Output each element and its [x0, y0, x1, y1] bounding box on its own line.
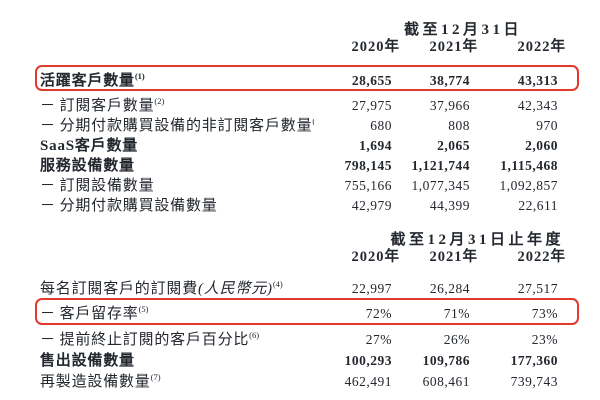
value-2020年: 798,145 [344, 158, 392, 173]
value-2021年: 38,774 [429, 73, 470, 88]
row-label: 再製造設備數量(7) [40, 372, 161, 390]
period-header-row: 截至12月31日止年度 [40, 228, 588, 248]
value-2020年: 755,166 [344, 178, 392, 193]
value-2021年: 808 [448, 118, 470, 133]
table-row: 服務設備數量 798,145 1,121,744 1,115,468 [40, 154, 588, 174]
row-label: 每名訂閱客戶的訂閱費(人民幣元)(4) [40, 279, 283, 297]
value-2021年: 44,399 [429, 198, 470, 213]
financial-metrics-page: 截至12月31日 2020年 2021年 2022年 活躍客戶數量(1) 28,6… [35, 18, 588, 391]
value-2021年: 608,461 [422, 374, 470, 389]
value-2020年: 100,293 [344, 353, 392, 368]
table-row: － 訂閱設備數量 755,166 1,077,345 1,092,857 [40, 174, 588, 194]
table-row: 再製造設備數量(7) 462,491 608,461 739,743 [40, 370, 588, 391]
table-row: － 分期付款購買設備的非訂閱客戶數量(3) 680 808 970 [40, 114, 588, 134]
year-header-2020: 2020年 [351, 249, 400, 265]
table-rows: 每名訂閱客戶的訂閱費(人民幣元)(4) 22,997 26,284 27,517 － 客… [35, 277, 588, 391]
value-2021年: 1,121,744 [411, 158, 470, 173]
value-2022年: 970 [536, 118, 558, 133]
period-header: 截至12月31日 [403, 22, 522, 38]
value-2021年: 2,065 [437, 138, 470, 153]
row-label: － 訂閱設備數量 [40, 178, 155, 194]
table-row: SaaS客戶數量 1,694 2,065 2,060 [40, 134, 588, 154]
dash-prefix: － [40, 118, 56, 134]
period-header-row: 截至12月31日 [40, 18, 588, 38]
value-2021年: 26,284 [429, 281, 470, 296]
footnote-marker: (2) [154, 96, 165, 106]
value-2022年: 22,611 [518, 198, 558, 213]
year-header-2020: 2020年 [351, 39, 400, 55]
value-2022年: 73% [531, 306, 558, 321]
dash-prefix: － [40, 306, 56, 322]
footnote-marker: (7) [150, 372, 161, 382]
row-label: － 分期付款購買設備數量 [40, 198, 218, 214]
table-rows: 活躍客戶數量(1) 28,655 38,774 43,313 － 訂閱客戶數量(2) 27… [35, 65, 588, 214]
year-header-row: 2020年 2021年 2022年 [40, 35, 588, 56]
dash-prefix: － [40, 332, 56, 348]
value-2021年: 109,786 [422, 353, 470, 368]
dash-prefix: － [40, 178, 56, 194]
table-row: 每名訂閱客戶的訂閱費(人民幣元)(4) 22,997 26,284 27,517 [40, 277, 588, 298]
footnote-marker: (3) [312, 116, 314, 126]
footnote-marker: (4) [272, 279, 283, 289]
value-2020年: 27,975 [351, 98, 392, 113]
row-label: － 訂閱客戶數量(2) [40, 96, 165, 114]
year-header-2022: 2022年 [517, 249, 566, 265]
table-row: － 訂閱客戶數量(2) 27,975 37,966 42,343 [40, 94, 588, 114]
period-header: 截至12月31日止年度 [390, 232, 564, 248]
table-row: 售出設備數量 100,293 109,786 177,360 [40, 349, 588, 370]
row-label: － 客戶留存率(5) [40, 304, 149, 322]
value-2022年: 42,343 [517, 98, 558, 113]
footnote-marker: (5) [138, 304, 149, 314]
table-row: － 提前終止訂閱的客戶百分比(6) 27% 26% 23% [40, 328, 588, 349]
row-label-italic: (人民幣元) [198, 281, 273, 297]
row-label: 服務設備數量 [40, 158, 135, 174]
row-label: 活躍客戶數量(1) [40, 71, 145, 89]
year-header-2021: 2021年 [429, 249, 478, 265]
dash-prefix: － [40, 198, 56, 214]
year-header-2022: 2022年 [517, 39, 566, 55]
value-2020年: 72% [365, 306, 392, 321]
value-2022年: 1,092,857 [499, 178, 558, 193]
value-2020年: 1,694 [359, 138, 392, 153]
value-2021年: 26% [443, 332, 470, 347]
footnote-marker: (6) [249, 330, 260, 340]
value-2020年: 27% [365, 332, 392, 347]
table-row: 活躍客戶數量(1) 28,655 38,774 43,313 [35, 65, 588, 91]
value-2020年: 22,997 [351, 281, 392, 296]
row-label: － 分期付款購買設備的非訂閱客戶數量(3) [40, 114, 314, 135]
row-label: － 提前終止訂閱的客戶百分比(6) [40, 330, 260, 348]
row-label: 售出設備數量 [40, 353, 135, 369]
subscription-metrics-table: 截至12月31日止年度 2020年 2021年 2022年 每名訂閱客戶的訂閱費… [35, 228, 588, 391]
footnote-marker: (1) [134, 71, 145, 81]
dash-prefix: － [40, 98, 56, 114]
value-2022年: 739,743 [510, 374, 558, 389]
table-row: － 分期付款購買設備數量 42,979 44,399 22,611 [40, 194, 588, 214]
value-2020年: 42,979 [351, 198, 392, 213]
value-2021年: 37,966 [429, 98, 470, 113]
value-2022年: 1,115,468 [500, 158, 558, 173]
value-2021年: 1,077,345 [411, 178, 470, 193]
value-2020年: 680 [370, 118, 392, 133]
year-header-row: 2020年 2021年 2022年 [40, 245, 588, 266]
customer-device-metrics-table: 截至12月31日 2020年 2021年 2022年 活躍客戶數量(1) 28,6… [35, 18, 588, 214]
value-2022年: 27,517 [517, 281, 558, 296]
value-2022年: 2,060 [525, 138, 558, 153]
row-label: SaaS客戶數量 [40, 138, 139, 154]
value-2021年: 71% [443, 306, 470, 321]
table-row: － 客戶留存率(5) 72% 71% 73% [35, 298, 588, 325]
value-2020年: 28,655 [351, 73, 392, 88]
value-2022年: 43,313 [517, 73, 558, 88]
value-2022年: 177,360 [510, 353, 558, 368]
value-2020年: 462,491 [344, 374, 392, 389]
year-header-2021: 2021年 [429, 39, 478, 55]
value-2022年: 23% [531, 332, 558, 347]
